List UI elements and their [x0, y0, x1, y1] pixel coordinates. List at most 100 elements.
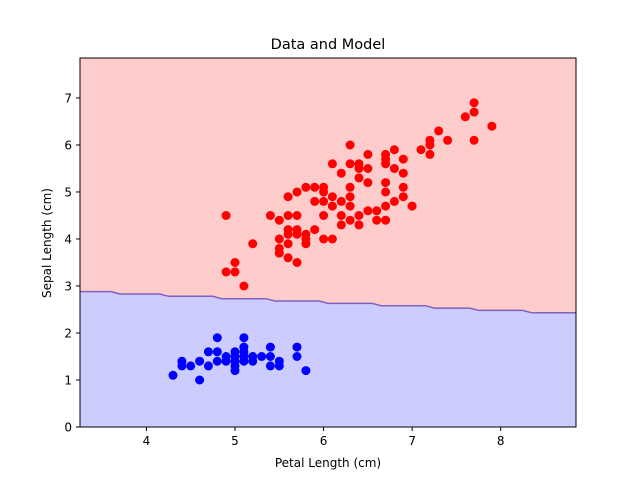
series-layer: [168, 98, 497, 385]
y-tick-label: 0: [64, 421, 72, 435]
data-point: [292, 258, 302, 267]
data-point: [372, 215, 382, 225]
data-point: [203, 347, 213, 357]
data-point: [301, 239, 311, 249]
data-point: [398, 154, 408, 164]
data-point: [469, 135, 479, 145]
data-point: [239, 342, 249, 352]
data-point: [354, 173, 364, 183]
data-point: [212, 333, 222, 343]
data-point: [416, 145, 426, 155]
y-tick-label: 3: [64, 279, 72, 293]
region-above: [80, 58, 576, 313]
data-point: [221, 211, 231, 220]
data-point: [363, 178, 373, 188]
data-point: [381, 201, 391, 211]
data-point: [292, 229, 302, 239]
data-point: [265, 361, 275, 371]
data-point: [310, 225, 320, 235]
y-tick-label: 6: [64, 138, 72, 152]
data-point: [363, 149, 373, 159]
data-point: [345, 140, 355, 150]
data-point: [212, 356, 222, 366]
x-tick-label: 7: [408, 434, 416, 448]
data-point: [310, 182, 320, 192]
data-point: [354, 164, 364, 173]
data-point: [434, 126, 444, 136]
x-axis: 4 5 6 7 8: [143, 427, 505, 448]
data-point: [336, 168, 346, 178]
data-point: [363, 164, 373, 173]
data-point: [319, 187, 329, 197]
data-point: [212, 347, 222, 357]
data-point: [389, 145, 399, 155]
data-point: [239, 281, 249, 291]
data-point: [389, 164, 399, 173]
data-point: [301, 366, 311, 376]
data-point: [407, 201, 417, 211]
data-point: [283, 253, 293, 263]
data-point: [389, 196, 399, 206]
data-point: [319, 211, 329, 220]
data-point: [195, 356, 205, 366]
data-point: [195, 375, 205, 385]
data-point: [398, 182, 408, 192]
data-point: [292, 187, 302, 197]
data-point: [469, 98, 479, 108]
data-point: [265, 211, 275, 220]
data-point: [381, 187, 391, 197]
data-point: [230, 267, 240, 277]
x-tick-label: 4: [143, 434, 151, 448]
data-point: [345, 215, 355, 225]
data-point: [469, 107, 479, 117]
data-point: [425, 140, 435, 150]
data-point: [363, 206, 373, 216]
data-point: [327, 201, 337, 211]
data-point: [248, 352, 258, 361]
axes-frame: [79, 57, 577, 428]
data-point: [425, 149, 435, 159]
data-point: [257, 352, 267, 361]
data-point: [265, 342, 275, 352]
data-point: [336, 211, 346, 220]
data-point: [274, 356, 284, 366]
x-tick-label: 8: [497, 434, 505, 448]
data-point: [168, 370, 178, 380]
data-point: [274, 234, 284, 244]
data-point: [177, 356, 187, 366]
data-point: [345, 182, 355, 192]
data-point: [345, 159, 355, 169]
data-point: [345, 201, 355, 211]
data-point: [301, 182, 311, 192]
data-point: [292, 211, 302, 220]
data-point: [327, 159, 337, 169]
data-point: [327, 192, 337, 202]
series-0: [168, 333, 311, 385]
plot-area: [79, 57, 577, 428]
data-point: [186, 361, 196, 371]
data-point: [274, 215, 284, 225]
data-point: [354, 220, 364, 230]
y-axis-label: Sepal Length (cm): [40, 188, 54, 298]
data-point: [221, 352, 231, 361]
region-below: [80, 291, 576, 427]
data-point: [487, 121, 497, 131]
data-point: [274, 248, 284, 258]
data-point: [336, 220, 346, 230]
x-tick-label: 6: [320, 434, 328, 448]
data-point: [283, 192, 293, 202]
x-tick-label: 5: [231, 434, 239, 448]
data-point: [292, 342, 302, 352]
data-point: [221, 267, 231, 277]
data-point: [239, 333, 249, 343]
y-tick-label: 2: [64, 326, 72, 340]
data-point: [443, 135, 453, 145]
data-point: [283, 239, 293, 249]
data-point: [381, 159, 391, 169]
data-point: [292, 352, 302, 361]
data-point: [248, 239, 258, 249]
data-point: [265, 352, 275, 361]
y-tick-label: 7: [64, 91, 72, 105]
y-tick-label: 1: [64, 373, 72, 387]
